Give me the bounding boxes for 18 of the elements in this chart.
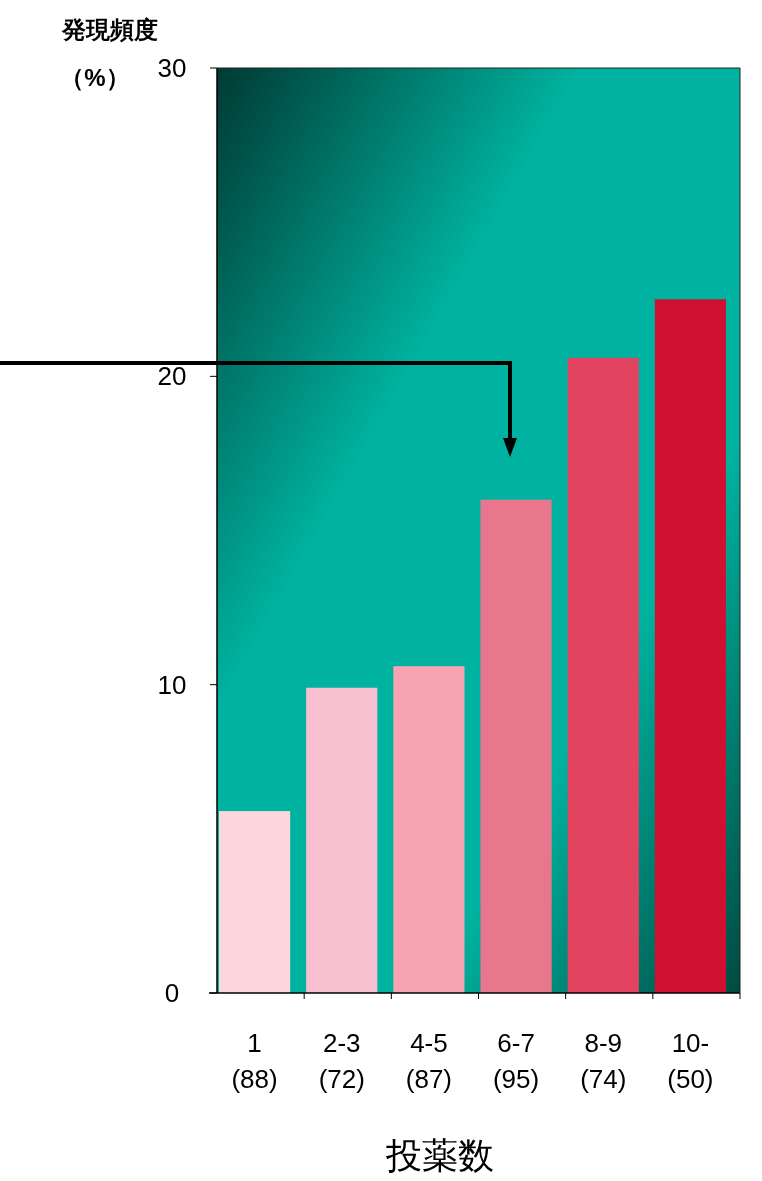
bar: [393, 666, 465, 993]
bar: [480, 499, 552, 993]
x-tick-label: 1 (88): [231, 1028, 278, 1094]
y-tick-label: 10: [157, 669, 187, 700]
bar: [219, 811, 291, 993]
bar: [654, 299, 726, 993]
x-tick-label: 2-3 (72): [318, 1028, 365, 1094]
bar: [567, 357, 639, 993]
x-tick-label: 8-9 (74): [580, 1028, 627, 1094]
x-axis-title: 投薬数: [385, 1135, 494, 1176]
y-tick-label: 30: [157, 53, 187, 83]
y-tick-label: 0: [164, 978, 180, 1008]
bar: [306, 687, 378, 993]
x-tick-label: 4-5 (87): [405, 1028, 453, 1094]
x-tick-label: 10- (50): [667, 1028, 714, 1094]
y-axis-title: 発現頻度（%）: [60, 16, 158, 91]
x-tick-label: 6-7 (95): [492, 1028, 540, 1094]
y-tick-label: 20: [157, 361, 187, 392]
